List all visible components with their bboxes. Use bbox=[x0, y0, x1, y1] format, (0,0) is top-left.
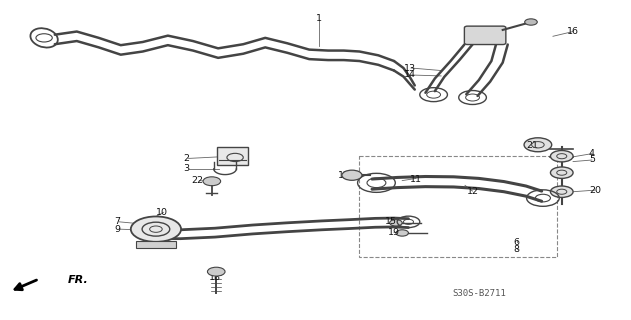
Text: 7: 7 bbox=[115, 217, 121, 226]
Text: 11: 11 bbox=[410, 174, 422, 184]
Text: 12: 12 bbox=[466, 187, 478, 196]
Text: 5: 5 bbox=[589, 156, 595, 164]
Text: FR.: FR. bbox=[68, 275, 88, 285]
FancyBboxPatch shape bbox=[217, 147, 248, 165]
Text: S30S-B2711: S30S-B2711 bbox=[452, 289, 505, 298]
Circle shape bbox=[524, 138, 551, 152]
Text: 9: 9 bbox=[115, 225, 121, 234]
Text: 6: 6 bbox=[514, 238, 519, 247]
Circle shape bbox=[389, 220, 402, 226]
Text: 3: 3 bbox=[184, 164, 190, 173]
Text: 13: 13 bbox=[404, 63, 416, 73]
Circle shape bbox=[342, 170, 362, 180]
Text: 14: 14 bbox=[404, 70, 416, 79]
Text: 15: 15 bbox=[385, 217, 397, 226]
Text: 10: 10 bbox=[156, 208, 168, 217]
Circle shape bbox=[550, 167, 573, 178]
Circle shape bbox=[525, 19, 537, 25]
Text: 4: 4 bbox=[589, 148, 595, 157]
Text: 21: 21 bbox=[526, 141, 538, 150]
Text: 22: 22 bbox=[191, 176, 203, 185]
Circle shape bbox=[550, 150, 573, 162]
Circle shape bbox=[203, 177, 221, 186]
FancyBboxPatch shape bbox=[464, 26, 506, 44]
Bar bbox=[360, 156, 557, 257]
Text: 20: 20 bbox=[589, 186, 601, 195]
FancyBboxPatch shape bbox=[136, 241, 176, 248]
Text: 16: 16 bbox=[567, 27, 579, 36]
Text: 18: 18 bbox=[209, 273, 221, 282]
Text: 8: 8 bbox=[514, 245, 519, 254]
Text: 2: 2 bbox=[184, 154, 190, 163]
Text: 1: 1 bbox=[316, 14, 322, 23]
Circle shape bbox=[208, 267, 225, 276]
Text: 17: 17 bbox=[338, 171, 350, 180]
Circle shape bbox=[131, 216, 181, 242]
Circle shape bbox=[550, 186, 573, 197]
Circle shape bbox=[396, 230, 408, 236]
Text: 19: 19 bbox=[388, 228, 400, 237]
